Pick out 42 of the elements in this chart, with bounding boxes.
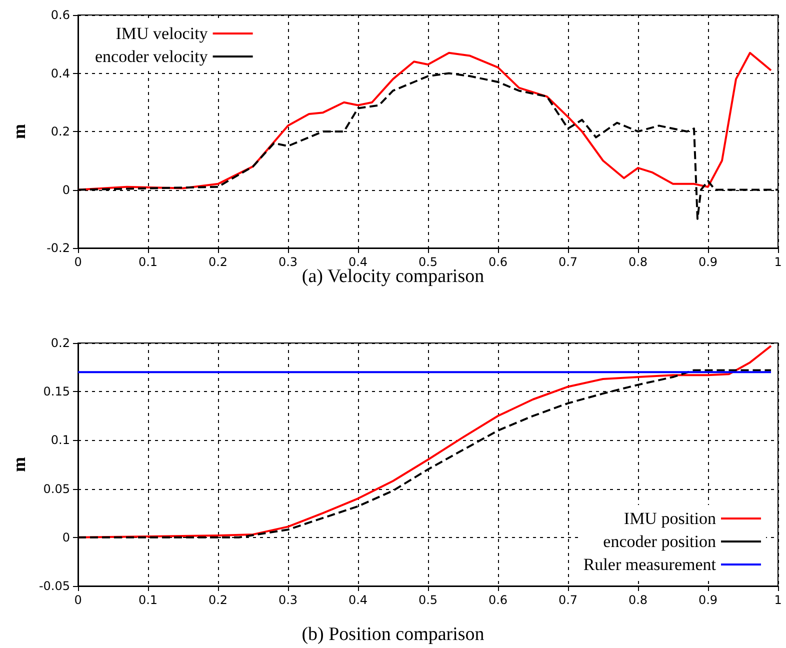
y-axis-title: m	[9, 124, 29, 139]
y-axis-title: m	[9, 457, 29, 472]
x-tick-label: 0.3	[278, 255, 298, 269]
y-tick-label: 0.15	[43, 384, 70, 399]
x-tick-label: 0.6	[488, 255, 508, 269]
x-tick-label: 0.9	[698, 593, 718, 607]
legend-label: IMU position	[624, 509, 716, 528]
legend-label: encoder position	[603, 532, 716, 551]
x-tick-label: 0.4	[348, 593, 368, 607]
x-tick-label: 0.5	[418, 255, 438, 269]
x-tick-label: 0.1	[138, 255, 158, 269]
y-tick-label: 0.2	[50, 336, 70, 350]
x-tick-label: 0	[74, 593, 82, 607]
text: (b) Position comparison	[302, 624, 485, 645]
x-tick-label: 0.7	[558, 255, 578, 269]
y-tick-label: 0.05	[43, 482, 70, 496]
y-tick-label: 0	[62, 530, 70, 544]
x-tick-label: 0	[74, 255, 82, 269]
x-tick-label: 0.9	[698, 255, 718, 269]
y-tick-label: 0.6	[50, 8, 70, 22]
legend-label: Ruler measurement	[583, 555, 716, 574]
x-tick-label: 0.2	[208, 593, 228, 607]
x-tick-label: 1	[774, 593, 782, 607]
y-tick-label: 0.1	[50, 433, 70, 448]
x-tick-label: 0.7	[558, 593, 578, 607]
x-tick-label: 0.1	[138, 593, 158, 607]
y-tick-label: 0.2	[50, 124, 70, 138]
y-tick-label: 0	[62, 182, 70, 197]
x-tick-label: 0.8	[628, 255, 648, 269]
x-tick-label: 0.5	[418, 593, 438, 607]
x-tick-label: 0.8	[628, 593, 648, 607]
text: (a) Velocity comparison	[302, 266, 485, 287]
legend-label: IMU velocity	[116, 24, 208, 43]
y-tick-label: -0.2	[46, 241, 70, 255]
x-tick-label: 0.3	[278, 593, 298, 607]
x-tick-label: 1	[774, 255, 782, 269]
x-tick-label: 0.2	[208, 255, 228, 269]
x-tick-label: 0.6	[488, 593, 508, 607]
x-tick-label: 0.4	[348, 255, 368, 269]
y-tick-label: 0.4	[50, 66, 70, 80]
legend-label: encoder velocity	[94, 47, 208, 66]
y-tick-label: -0.05	[38, 579, 70, 593]
